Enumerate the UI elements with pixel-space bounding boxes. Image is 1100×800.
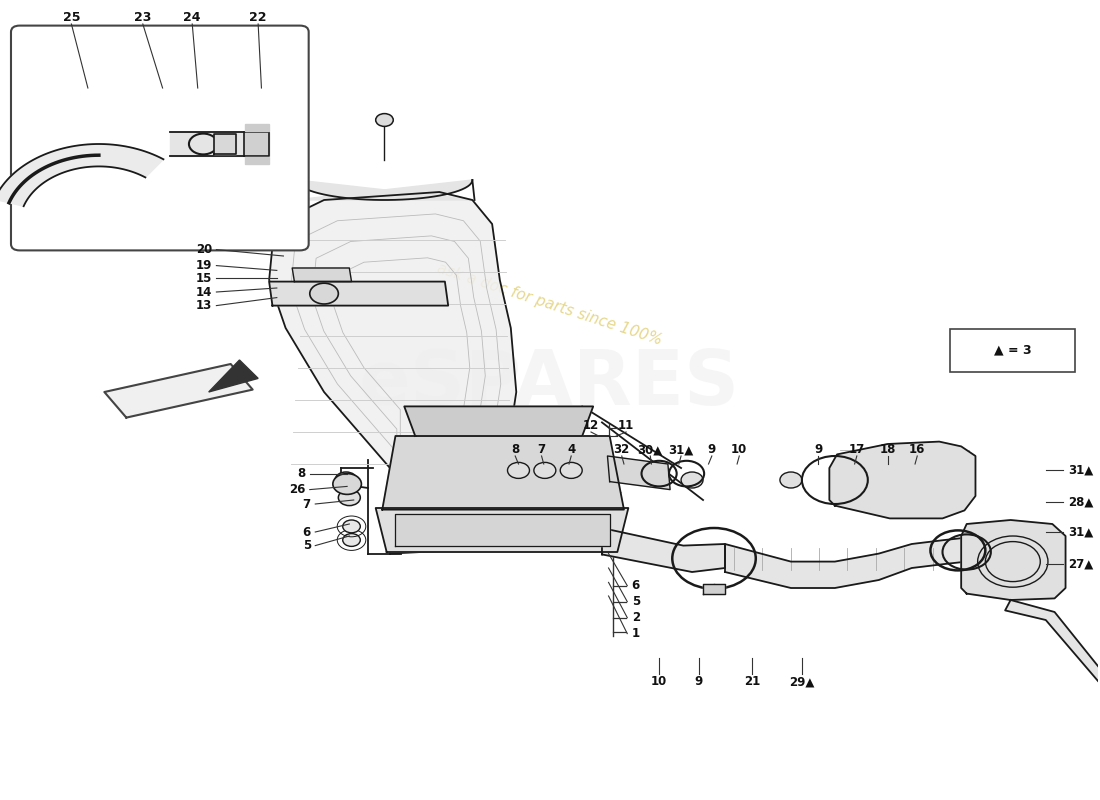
Text: 14: 14 bbox=[196, 286, 212, 298]
Text: 6: 6 bbox=[631, 579, 640, 592]
Circle shape bbox=[560, 462, 582, 478]
Text: 28▲: 28▲ bbox=[1068, 495, 1093, 508]
Polygon shape bbox=[244, 132, 270, 156]
Text: 8: 8 bbox=[297, 467, 306, 480]
Text: 7: 7 bbox=[538, 443, 546, 456]
Text: 31▲: 31▲ bbox=[1068, 526, 1093, 538]
Text: 5: 5 bbox=[302, 539, 311, 552]
Polygon shape bbox=[829, 442, 976, 518]
Circle shape bbox=[507, 462, 529, 478]
Text: 10: 10 bbox=[732, 443, 747, 456]
Circle shape bbox=[681, 472, 703, 488]
Text: 8: 8 bbox=[512, 443, 519, 456]
Circle shape bbox=[376, 114, 394, 126]
Circle shape bbox=[310, 283, 339, 304]
Text: 2: 2 bbox=[631, 611, 640, 624]
Text: 31▲: 31▲ bbox=[1068, 463, 1093, 476]
Polygon shape bbox=[270, 282, 448, 306]
Text: 13: 13 bbox=[196, 299, 212, 312]
Polygon shape bbox=[104, 364, 253, 418]
Polygon shape bbox=[245, 124, 270, 131]
Text: 5: 5 bbox=[631, 595, 640, 608]
Circle shape bbox=[780, 472, 802, 488]
Circle shape bbox=[336, 472, 358, 488]
Text: 29▲: 29▲ bbox=[789, 675, 815, 688]
Text: 7: 7 bbox=[302, 498, 311, 510]
Circle shape bbox=[333, 474, 362, 494]
Text: 25: 25 bbox=[63, 11, 80, 24]
Polygon shape bbox=[209, 360, 258, 392]
Text: 27▲: 27▲ bbox=[1068, 558, 1093, 570]
FancyBboxPatch shape bbox=[950, 329, 1076, 372]
Text: eSPARES: eSPARES bbox=[359, 347, 740, 421]
Text: 12: 12 bbox=[583, 419, 600, 432]
Circle shape bbox=[534, 462, 556, 478]
Circle shape bbox=[343, 520, 361, 533]
FancyBboxPatch shape bbox=[11, 26, 309, 250]
Text: 26: 26 bbox=[289, 483, 306, 496]
Text: 9: 9 bbox=[707, 443, 716, 456]
Polygon shape bbox=[170, 132, 270, 156]
Text: 9: 9 bbox=[694, 675, 703, 688]
Text: 17: 17 bbox=[849, 443, 865, 456]
Text: 20: 20 bbox=[196, 243, 212, 256]
Text: ask a doc for parts since 100%: ask a doc for parts since 100% bbox=[434, 261, 663, 347]
Text: 16: 16 bbox=[909, 443, 925, 456]
Polygon shape bbox=[961, 520, 1066, 600]
Polygon shape bbox=[1005, 600, 1100, 682]
Text: 15: 15 bbox=[196, 272, 212, 285]
Text: 24: 24 bbox=[184, 11, 201, 24]
Text: 9: 9 bbox=[814, 443, 823, 456]
Text: 30▲: 30▲ bbox=[638, 443, 663, 456]
Polygon shape bbox=[293, 268, 352, 282]
Polygon shape bbox=[295, 180, 474, 200]
Text: 21: 21 bbox=[745, 675, 760, 688]
Polygon shape bbox=[703, 584, 725, 594]
Text: 31▲: 31▲ bbox=[669, 443, 694, 456]
Polygon shape bbox=[0, 144, 164, 206]
Text: 6: 6 bbox=[302, 526, 311, 538]
Polygon shape bbox=[214, 134, 236, 154]
Polygon shape bbox=[602, 528, 725, 572]
Text: 10: 10 bbox=[651, 675, 668, 688]
Text: 22: 22 bbox=[250, 11, 267, 24]
Polygon shape bbox=[404, 406, 593, 436]
Polygon shape bbox=[396, 514, 609, 546]
Polygon shape bbox=[245, 157, 270, 164]
Text: 19: 19 bbox=[196, 259, 212, 272]
Polygon shape bbox=[270, 192, 516, 554]
Circle shape bbox=[343, 534, 361, 546]
Text: 18: 18 bbox=[879, 443, 895, 456]
Text: 11: 11 bbox=[618, 419, 635, 432]
Text: 1: 1 bbox=[631, 627, 640, 640]
Text: ▲ = 3: ▲ = 3 bbox=[994, 344, 1032, 357]
Text: 4: 4 bbox=[568, 443, 575, 456]
Polygon shape bbox=[376, 508, 628, 552]
Text: 32: 32 bbox=[614, 443, 630, 456]
Polygon shape bbox=[725, 538, 967, 588]
Text: 23: 23 bbox=[134, 11, 152, 24]
Polygon shape bbox=[383, 436, 624, 510]
Polygon shape bbox=[607, 456, 670, 490]
Circle shape bbox=[339, 490, 361, 506]
